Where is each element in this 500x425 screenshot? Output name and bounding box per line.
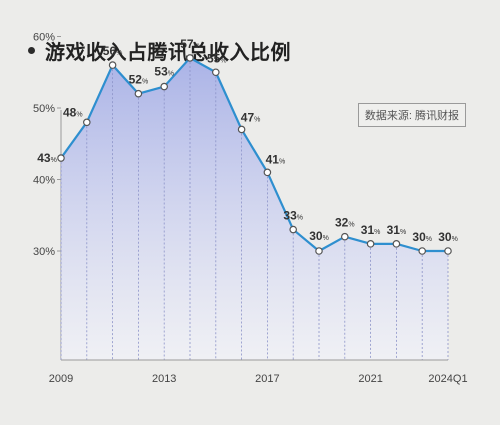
title-bullet-icon xyxy=(28,47,35,54)
data-point xyxy=(134,89,143,98)
x-tick-label: 2024Q1 xyxy=(428,373,467,385)
data-label: 30% xyxy=(438,230,458,244)
chart-title-text: 游戏收入占腾讯总收入比例 xyxy=(45,42,291,64)
y-tick-label: 40% xyxy=(33,175,55,187)
data-label: 56% xyxy=(103,44,123,58)
data-label: 30% xyxy=(309,229,329,243)
data-point xyxy=(108,61,117,69)
chart-title: 游戏收入占腾讯总收入比例 xyxy=(28,36,291,65)
series-line xyxy=(60,56,448,253)
x-tick-label: 2021 xyxy=(358,373,382,385)
y-tick-label: 50% xyxy=(33,103,55,115)
data-label: 31% xyxy=(387,223,407,237)
data-label: 30% xyxy=(412,230,432,244)
data-label: 41% xyxy=(266,152,286,166)
data-label: 32% xyxy=(335,216,355,230)
data-label: 48% xyxy=(63,105,83,119)
data-point xyxy=(57,154,65,162)
data-point xyxy=(289,225,298,234)
data-label: 31% xyxy=(361,223,381,237)
data-point xyxy=(186,54,194,62)
data-point xyxy=(237,125,246,134)
x-tick-label: 2009 xyxy=(49,373,73,385)
data-point xyxy=(263,168,272,177)
data-label: 52% xyxy=(129,73,149,87)
data-point xyxy=(444,247,452,255)
data-point xyxy=(418,247,427,255)
data-point xyxy=(366,240,375,248)
data-label: 47% xyxy=(241,110,261,124)
source-note: 数据来源: 腾讯财报 xyxy=(357,103,466,127)
x-tick-label: 2017 xyxy=(255,373,279,385)
data-point xyxy=(315,247,323,255)
y-tick-label: 60% xyxy=(33,32,55,44)
data-point xyxy=(160,82,169,91)
data-label: 55% xyxy=(207,51,227,65)
series-area xyxy=(61,57,448,360)
data-label: 33% xyxy=(283,209,303,223)
data-point xyxy=(340,232,349,241)
data-label: 57% xyxy=(180,37,200,51)
y-tick-label: 30% xyxy=(33,246,55,258)
data-label: 43% xyxy=(37,151,57,165)
data-point xyxy=(392,240,401,248)
data-point xyxy=(83,118,91,127)
data-point xyxy=(212,68,220,77)
x-tick-label: 2013 xyxy=(152,373,176,385)
data-label: 53% xyxy=(154,65,174,79)
